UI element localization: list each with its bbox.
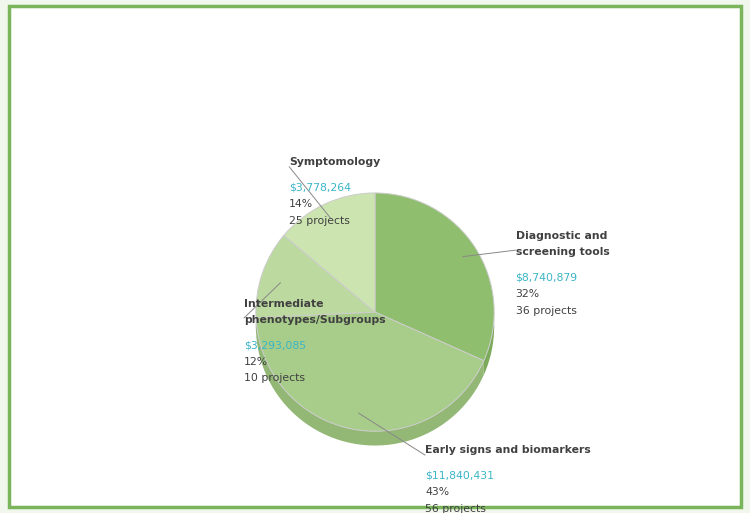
Text: 25 projects: 25 projects	[290, 215, 350, 226]
Text: 14%: 14%	[290, 199, 314, 209]
Text: phenotypes/Subgroups: phenotypes/Subgroups	[244, 314, 386, 325]
Ellipse shape	[256, 300, 494, 352]
Text: 10 projects: 10 projects	[244, 373, 305, 383]
Text: Symptomology: Symptomology	[290, 157, 380, 167]
Text: Early signs and biomarkers: Early signs and biomarkers	[425, 445, 591, 455]
Text: $3,293,085: $3,293,085	[244, 340, 306, 350]
Text: 32%: 32%	[515, 289, 540, 299]
Wedge shape	[256, 235, 375, 318]
Polygon shape	[484, 314, 494, 375]
Text: 36 projects: 36 projects	[515, 306, 577, 315]
Text: QUESTION 1:  SCREENING & DIAGNOSIS: QUESTION 1: SCREENING & DIAGNOSIS	[211, 60, 538, 74]
Text: $8,740,879: $8,740,879	[515, 272, 578, 282]
Text: Funding by Subcategory: Funding by Subcategory	[280, 95, 470, 109]
Text: 12%: 12%	[244, 357, 268, 367]
Text: $11,840,431: $11,840,431	[425, 470, 494, 481]
Text: $3,778,264: $3,778,264	[290, 182, 351, 192]
Text: Diagnostic and: Diagnostic and	[515, 231, 607, 241]
Wedge shape	[284, 193, 375, 312]
Text: 43%: 43%	[425, 487, 449, 497]
Text: 2013: 2013	[342, 20, 408, 44]
FancyBboxPatch shape	[9, 6, 741, 507]
Text: Intermediate: Intermediate	[244, 299, 323, 309]
Wedge shape	[256, 312, 484, 431]
Polygon shape	[256, 318, 484, 446]
Text: 56 projects: 56 projects	[425, 504, 486, 513]
Text: screening tools: screening tools	[515, 247, 609, 256]
Wedge shape	[375, 193, 494, 361]
